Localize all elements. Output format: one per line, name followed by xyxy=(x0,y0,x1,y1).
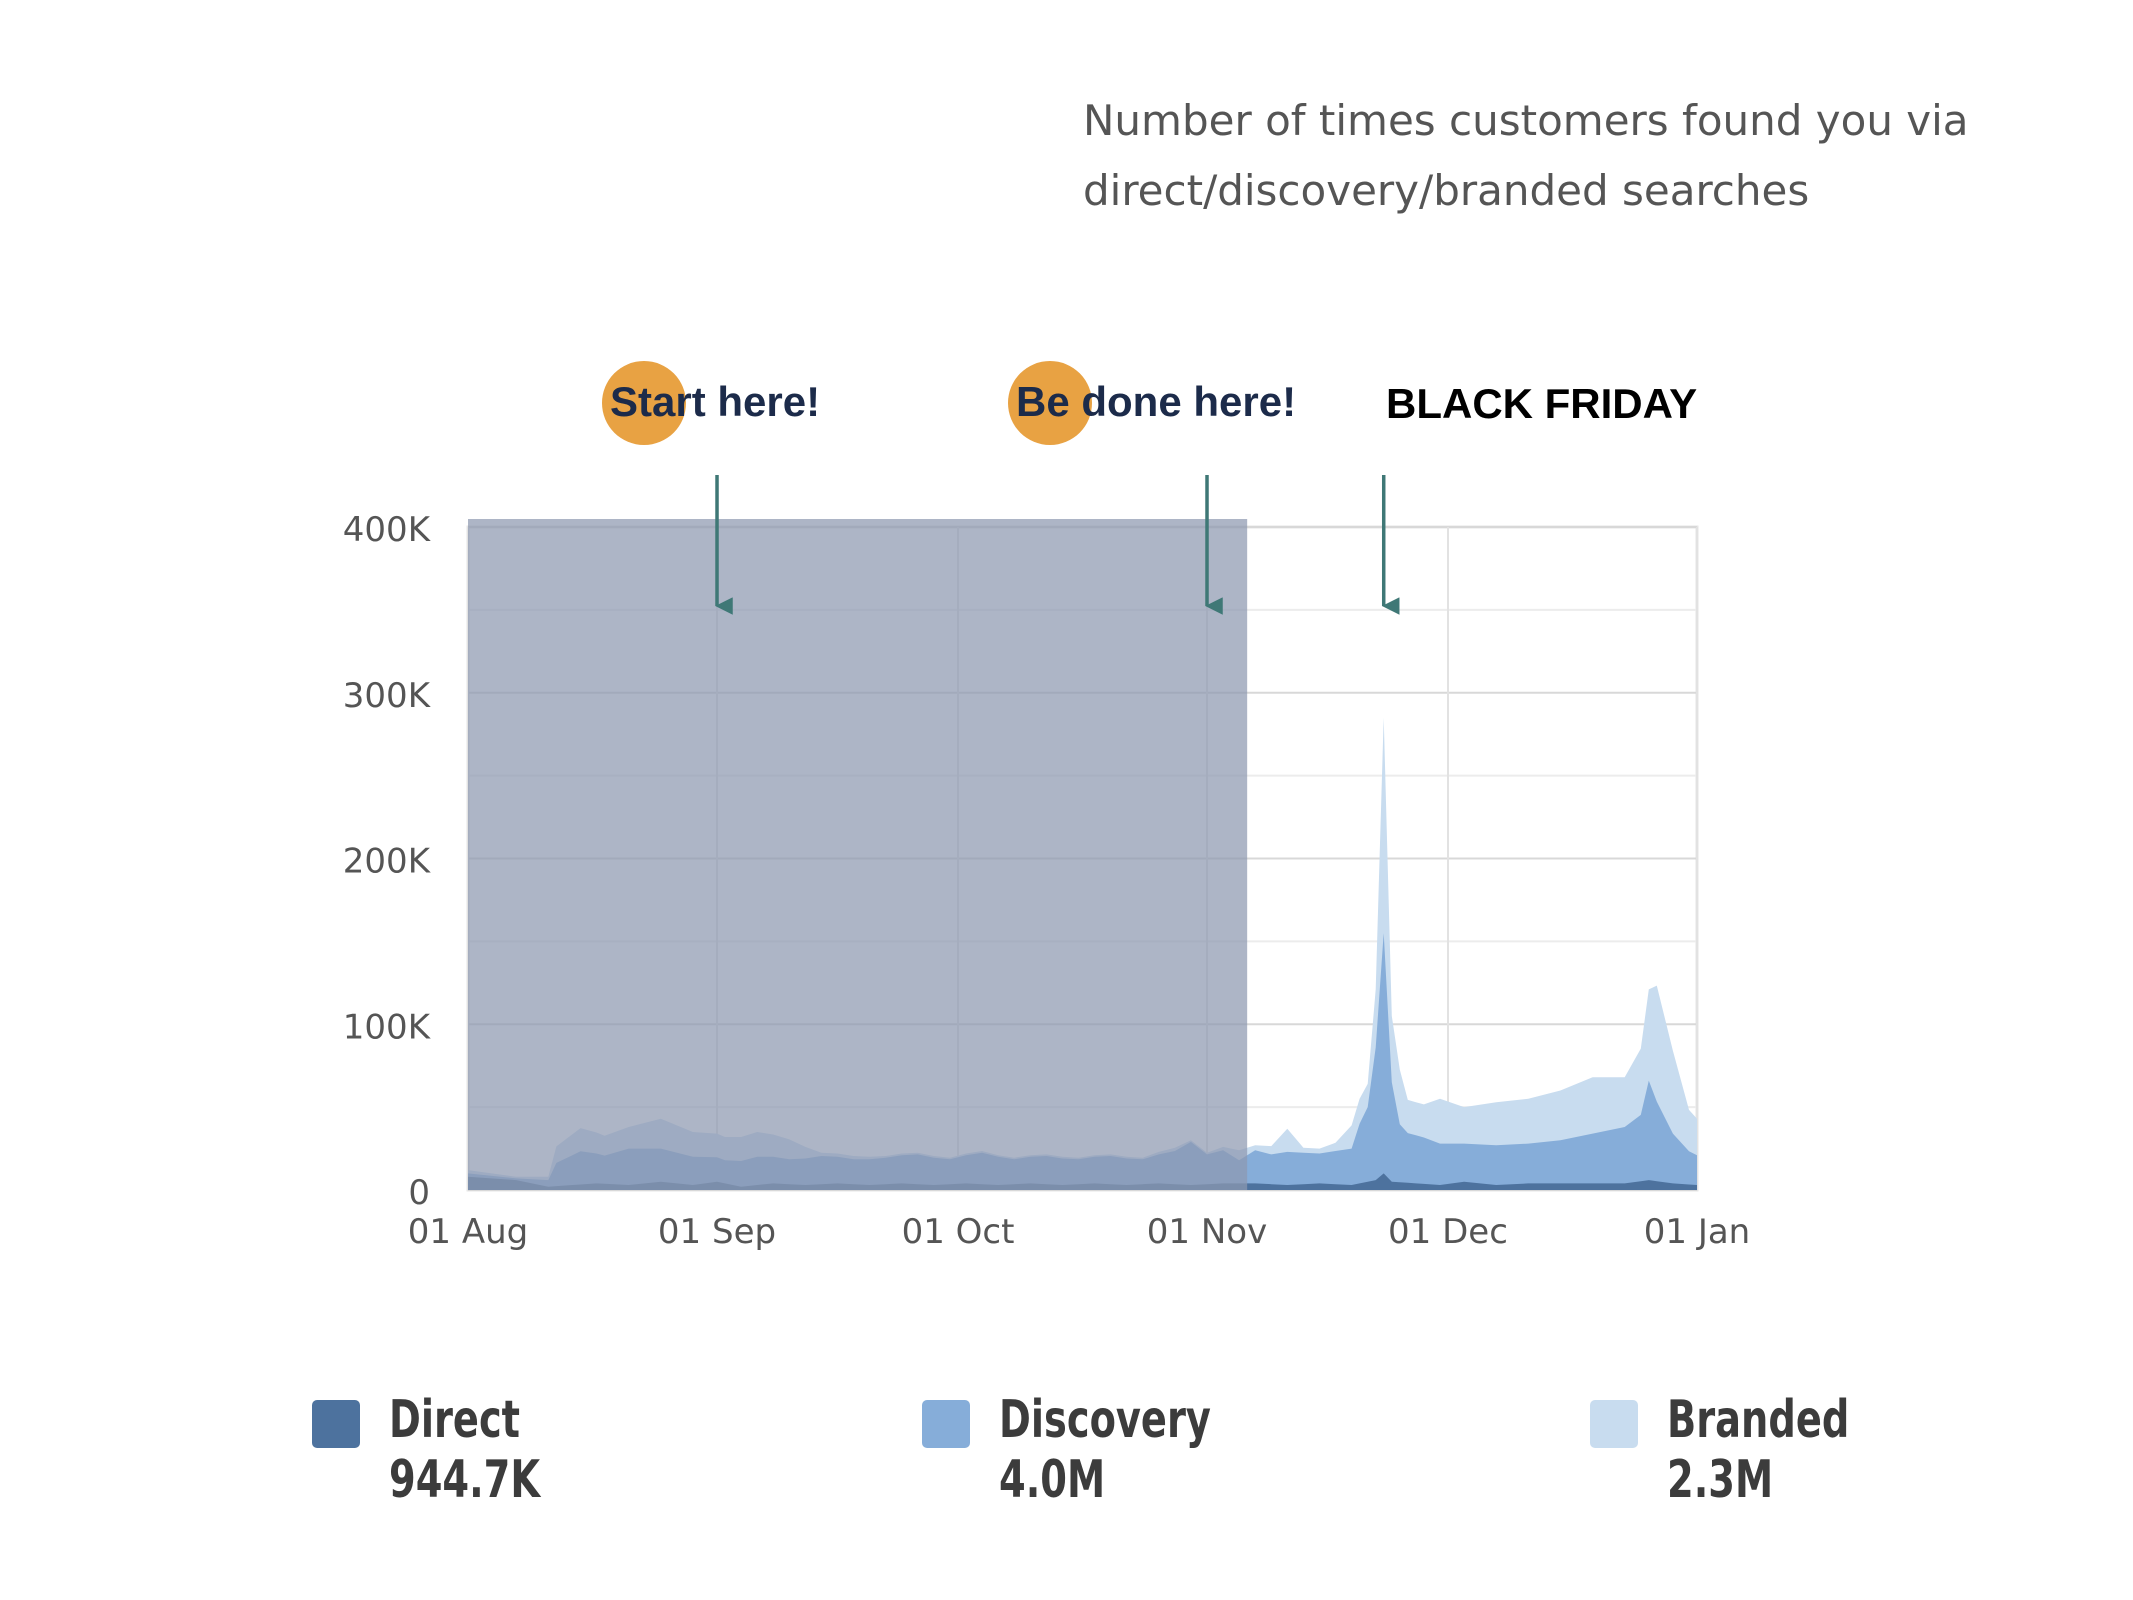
chart-description: Number of times customers found you via … xyxy=(1083,86,1969,226)
legend-swatch-direct xyxy=(312,1400,360,1448)
chart-axes: 0 100K 200K 300K 400K 01 Aug 01 Sep 01 Oct 01 No… xyxy=(343,510,1750,1252)
legend-value-discovery: 4.0M xyxy=(999,1450,1106,1510)
x-tick-label: 01 Dec xyxy=(1388,1212,1508,1252)
y-tick-label: 100K xyxy=(343,1007,432,1047)
annotation-done-circle xyxy=(1008,361,1092,445)
prep-window-highlight xyxy=(468,519,1248,1190)
legend-swatch-branded xyxy=(1590,1400,1638,1448)
x-tick-label: 01 Jan xyxy=(1644,1212,1750,1252)
description-line-2: direct/discovery/branded searches xyxy=(1083,166,1810,215)
y-tick-label: 300K xyxy=(343,676,432,716)
legend-name-branded: Branded xyxy=(1667,1390,1850,1450)
series-area-discovery xyxy=(468,933,1697,1190)
annotation-done-label: Be done here! xyxy=(1016,378,1297,425)
x-tick-label: 01 Oct xyxy=(902,1212,1015,1252)
annotation-black-friday: BLACK FRIDAY xyxy=(1386,380,1698,427)
legend-name-discovery: Discovery xyxy=(999,1390,1211,1450)
x-tick-label: 01 Nov xyxy=(1147,1212,1267,1252)
description-line-1: Number of times customers found you via xyxy=(1083,96,1969,145)
legend-value-branded: 2.3M xyxy=(1667,1450,1774,1510)
annotation-arrows xyxy=(715,475,1400,615)
x-tick-label: 01 Sep xyxy=(658,1212,776,1252)
legend-name-direct: Direct xyxy=(389,1390,521,1450)
y-tick-label: 0 xyxy=(408,1173,430,1213)
highlight-overlay xyxy=(468,519,1248,1190)
y-tick-label: 200K xyxy=(343,842,432,882)
y-tick-label: 400K xyxy=(343,510,432,550)
annotation-start-circle xyxy=(602,361,686,445)
legend-value-direct: 944.7K xyxy=(389,1450,541,1510)
annotation-start-label: Start here! xyxy=(610,378,821,425)
legend-swatch-discovery xyxy=(922,1400,970,1448)
x-tick-label: 01 Aug xyxy=(408,1212,528,1252)
